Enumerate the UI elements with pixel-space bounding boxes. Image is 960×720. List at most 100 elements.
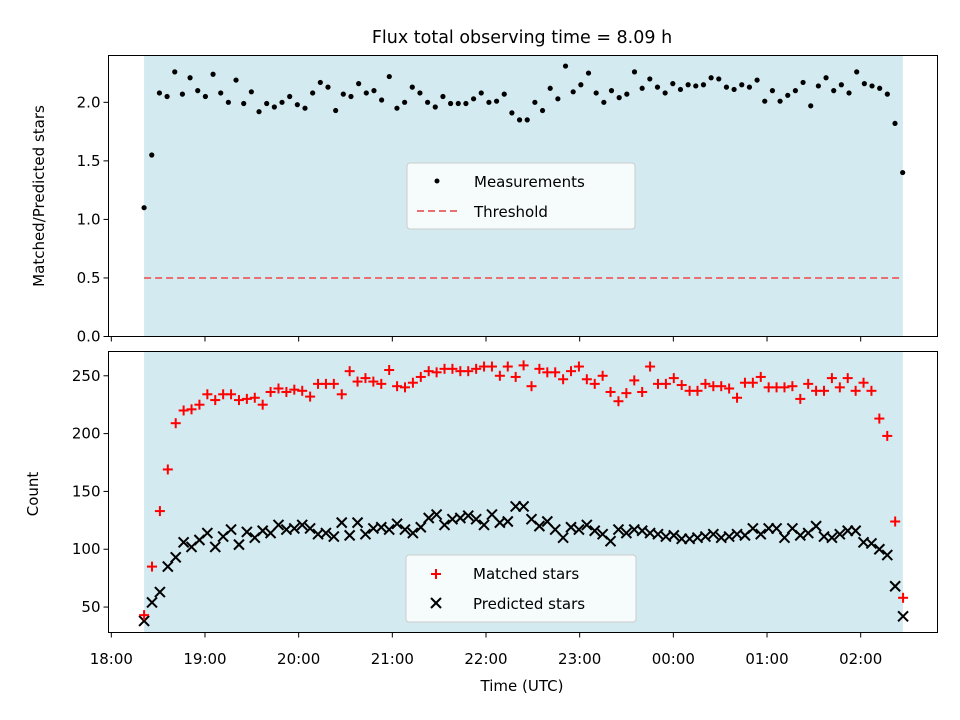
predicted-star-point bbox=[391, 518, 403, 530]
measurement-point bbox=[524, 117, 530, 123]
matched-star-point bbox=[518, 360, 529, 371]
predicted-star-point bbox=[438, 519, 451, 531]
measurement-point bbox=[562, 63, 569, 69]
measurement-point bbox=[647, 76, 653, 82]
matched-star-point bbox=[154, 506, 165, 517]
measurement-point bbox=[884, 91, 890, 97]
measurement-point bbox=[877, 85, 883, 91]
bottom-panel: 50 100 150 200 250 18:00 19:00 20:00 21:00 22:00… bbox=[24, 351, 938, 695]
matched-star-point bbox=[874, 413, 885, 424]
measurement-point bbox=[179, 91, 186, 97]
measurement-point bbox=[808, 103, 814, 109]
matched-star-point bbox=[660, 378, 671, 389]
matched-star-point bbox=[526, 381, 537, 392]
bottom-y-axis-ticks: 50 100 150 200 250 bbox=[72, 367, 109, 616]
predicted-star-point bbox=[209, 541, 221, 553]
measurement-point bbox=[800, 79, 806, 86]
matched-star-point bbox=[866, 385, 877, 396]
matched-star-point bbox=[486, 361, 497, 372]
matched-star-point bbox=[265, 386, 276, 397]
matched-star-point bbox=[352, 376, 363, 387]
predicted-star-point bbox=[454, 512, 467, 524]
matched-star-point bbox=[431, 367, 442, 378]
predicted-star-point bbox=[636, 525, 648, 537]
predicted-star-point bbox=[177, 536, 190, 549]
measurement-point bbox=[639, 85, 645, 91]
matched-star-point bbox=[645, 361, 656, 372]
matched-star-point bbox=[147, 561, 158, 572]
measurement-point bbox=[670, 81, 676, 87]
top-plot-frame bbox=[108, 55, 938, 337]
predicted-star-point bbox=[668, 529, 680, 542]
predicted-star-point bbox=[162, 560, 174, 573]
matched-star-point bbox=[502, 361, 513, 372]
y-tick-label: 250 bbox=[72, 367, 101, 385]
y-tick-label: 150 bbox=[72, 482, 101, 500]
measurement-point bbox=[149, 152, 155, 158]
matched-star-point bbox=[779, 382, 790, 393]
predicted-star-point bbox=[533, 520, 546, 532]
matched-star-point bbox=[858, 377, 869, 388]
measurement-point bbox=[555, 96, 561, 102]
measurement-point bbox=[493, 98, 500, 104]
x-axis-label: Time (UTC) bbox=[480, 677, 564, 695]
measurement-point bbox=[662, 90, 668, 96]
x-tick-label: 02:00 bbox=[839, 650, 882, 668]
predicted-star-point bbox=[755, 528, 767, 540]
predicted-star-point bbox=[351, 516, 364, 529]
measurement-point bbox=[156, 90, 163, 96]
predicted-star-point bbox=[849, 525, 862, 537]
measurement-point bbox=[463, 100, 469, 107]
predicted-star-point bbox=[699, 530, 712, 543]
predicted-star-point bbox=[320, 527, 332, 539]
predicted-star-point bbox=[865, 537, 878, 550]
matched-star-point bbox=[344, 366, 355, 377]
measurement-point bbox=[187, 75, 193, 81]
measurement-point bbox=[363, 90, 369, 96]
measurement-point bbox=[425, 99, 431, 105]
predicted-star-point bbox=[778, 531, 791, 544]
bottom-x-axis-ticks: 18:00 19:00 20:00 21:00 22:00 23:00 00:00 01:00… bbox=[90, 632, 882, 668]
measurement-point bbox=[225, 99, 231, 105]
measurement-point bbox=[340, 91, 346, 97]
measurement-point bbox=[386, 73, 392, 80]
measurement-point bbox=[685, 82, 691, 88]
measurement-point bbox=[486, 99, 492, 105]
bottom-y-axis-label: Count bbox=[24, 472, 42, 517]
measurement-point bbox=[838, 82, 844, 88]
predicted-star-point bbox=[770, 522, 783, 535]
measurement-point bbox=[302, 105, 308, 111]
predicted-star-point bbox=[233, 538, 245, 551]
matched-star-point bbox=[898, 592, 909, 603]
measurement-point bbox=[164, 93, 170, 100]
matched-star-point bbox=[676, 380, 687, 391]
predicted-star-point bbox=[502, 515, 514, 528]
star-counts-layer bbox=[138, 360, 909, 627]
predicted-star-point bbox=[375, 521, 387, 533]
matched-star-point bbox=[534, 363, 545, 374]
y-tick-label: 1.5 bbox=[77, 152, 101, 170]
measurement-point bbox=[371, 88, 377, 94]
matched-star-point bbox=[273, 383, 284, 394]
matched-star-point bbox=[241, 393, 252, 404]
matched-star-point bbox=[724, 383, 735, 394]
legend-label-matched-stars: Matched stars bbox=[473, 565, 579, 583]
predicted-star-point bbox=[146, 596, 158, 609]
measurement-point bbox=[233, 77, 239, 83]
measurement-point bbox=[716, 76, 722, 82]
y-tick-label: 0.0 bbox=[77, 328, 101, 346]
predicted-star-point bbox=[383, 523, 395, 536]
predicted-star-point bbox=[415, 521, 427, 533]
measurement-point bbox=[739, 82, 745, 88]
measurement-point bbox=[892, 120, 898, 127]
measurement-point bbox=[509, 110, 515, 116]
matched-star-point bbox=[621, 388, 632, 399]
matched-star-point bbox=[826, 373, 837, 384]
measurement-point bbox=[455, 100, 461, 107]
predicted-star-point bbox=[517, 500, 530, 513]
matched-star-point bbox=[732, 392, 743, 403]
predicted-star-point bbox=[462, 509, 474, 522]
measurement-point bbox=[409, 84, 415, 90]
predicted-star-point bbox=[170, 551, 182, 564]
predicted-star-point bbox=[304, 522, 316, 535]
